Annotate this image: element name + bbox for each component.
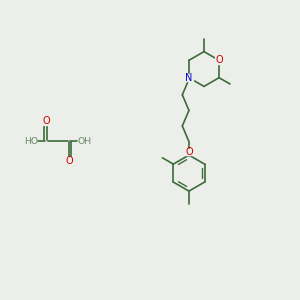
Text: O: O bbox=[215, 55, 223, 65]
Text: HO: HO bbox=[24, 136, 38, 146]
Bar bbox=[185, 74, 193, 81]
Text: O: O bbox=[65, 155, 73, 166]
Bar bbox=[43, 118, 50, 125]
Text: OH: OH bbox=[77, 136, 92, 146]
Bar bbox=[215, 57, 223, 64]
Bar bbox=[65, 157, 73, 164]
Text: O: O bbox=[185, 147, 193, 157]
Bar bbox=[185, 149, 193, 155]
Text: O: O bbox=[43, 116, 50, 127]
Text: N: N bbox=[185, 73, 193, 83]
